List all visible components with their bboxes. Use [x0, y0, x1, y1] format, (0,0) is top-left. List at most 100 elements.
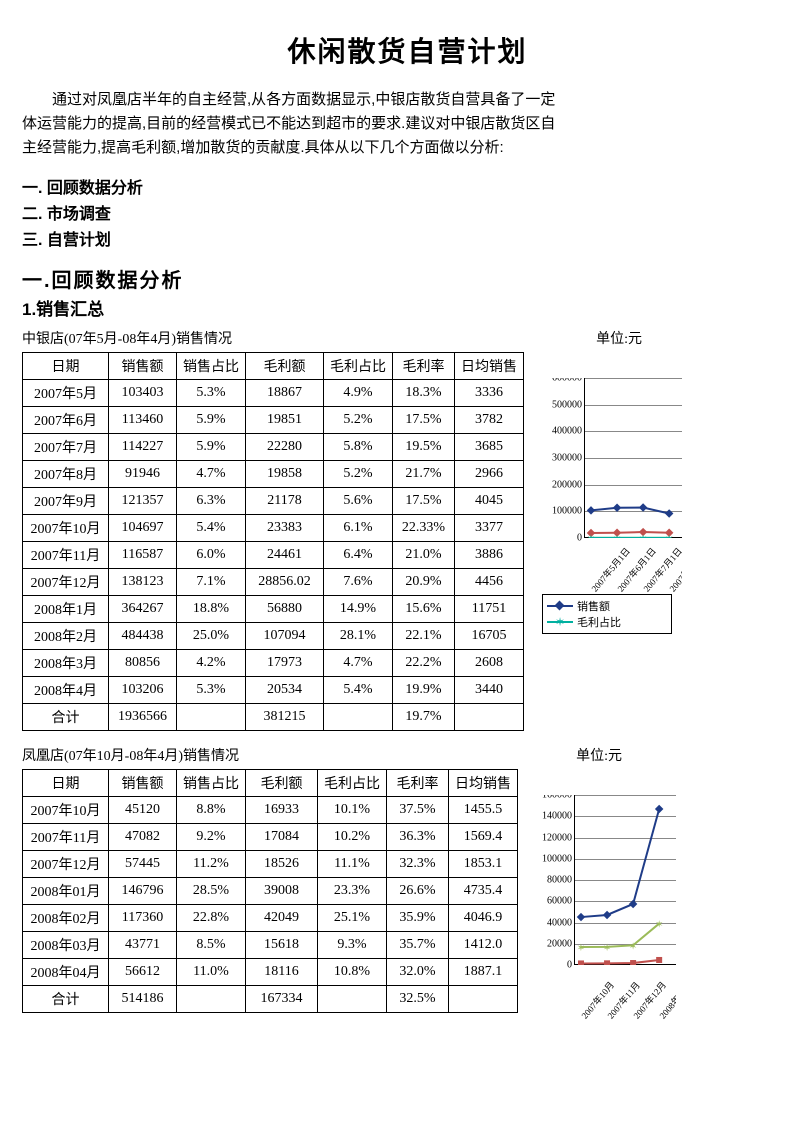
table-cell: 39008	[246, 878, 318, 905]
table-row: 2007年12月5744511.2%1852611.1%32.3%1853.1	[23, 851, 518, 878]
table-row: 合计51418616733432.5%	[23, 986, 518, 1013]
table-cell: 3377	[455, 515, 524, 542]
table-cell: 5.8%	[324, 434, 393, 461]
table-cell: 103206	[109, 677, 177, 704]
table-cell: 3685	[455, 434, 524, 461]
table-cell: 2008年4月	[23, 677, 109, 704]
table-cell: 5.4%	[324, 677, 393, 704]
table-cell: 121357	[109, 488, 177, 515]
table-cell: 6.0%	[177, 542, 246, 569]
table-cell: 5.2%	[324, 407, 393, 434]
table-cell: 19858	[246, 461, 324, 488]
table-cell: 43771	[109, 932, 177, 959]
table-cell: 21.7%	[393, 461, 455, 488]
table-cell: 15618	[246, 932, 318, 959]
table-cell: 2007年8月	[23, 461, 109, 488]
table-cell: 2007年9月	[23, 488, 109, 515]
table-cell: 80856	[109, 650, 177, 677]
table-cell: 28856.02	[246, 569, 324, 596]
table-row: 2007年11月1165876.0%244616.4%21.0%3886	[23, 542, 524, 569]
table-cell: 484438	[109, 623, 177, 650]
toc-item: 三. 自营计划	[22, 226, 793, 250]
svg-text:✶: ✶	[613, 534, 621, 538]
table-row: 2008年03月437718.5%156189.3%35.7%1412.0	[23, 932, 518, 959]
table-cell: 17084	[246, 824, 318, 851]
table-cell: 2966	[455, 461, 524, 488]
table-cell: 146796	[109, 878, 177, 905]
table-row: 2007年10月451208.8%1693310.1%37.5%1455.5	[23, 797, 518, 824]
table-cell: 8.8%	[177, 797, 246, 824]
toc: 一. 回顾数据分析 二. 市场调查 三. 自营计划	[22, 174, 793, 250]
table-cell: 17.5%	[393, 407, 455, 434]
table-row: 2007年7月1142275.9%222805.8%19.5%3685	[23, 434, 524, 461]
svg-text:✶: ✶	[639, 534, 647, 538]
table-cell: 117360	[109, 905, 177, 932]
table-cell: 9.2%	[177, 824, 246, 851]
table-header-cell: 销售额	[109, 770, 177, 797]
table-cell: 18116	[246, 959, 318, 986]
table1: 日期销售额销售占比毛利额毛利占比毛利率日均销售2007年5月1034035.3%…	[22, 352, 524, 731]
table-cell: 3886	[455, 542, 524, 569]
table-cell: 4.9%	[324, 380, 393, 407]
table-cell: 22.2%	[393, 650, 455, 677]
table2-caption: 凤凰店(07年10月-08年4月)销售情况 单位:元	[22, 745, 622, 765]
table-cell: 1853.1	[449, 851, 518, 878]
svg-text:✶: ✶	[655, 920, 663, 931]
table-header-cell: 销售额	[109, 353, 177, 380]
table-header-cell: 日均销售	[455, 353, 524, 380]
table-header-cell: 毛利额	[246, 353, 324, 380]
table-cell: 37.5%	[387, 797, 449, 824]
table-cell: 16933	[246, 797, 318, 824]
table-cell: 22.1%	[393, 623, 455, 650]
table-cell: 24461	[246, 542, 324, 569]
table-cell: 3440	[455, 677, 524, 704]
chart1: 0100000200000300000400000500000600000✶✶✶…	[542, 378, 682, 638]
table-cell: 36.3%	[387, 824, 449, 851]
svg-text:✶: ✶	[577, 943, 585, 954]
subsection-heading: 1.销售汇总	[22, 295, 793, 320]
table-cell: 35.7%	[387, 932, 449, 959]
table-cell: 10.2%	[318, 824, 387, 851]
table1-caption-left: 中银店(07年5月-08年4月)销售情况	[22, 328, 232, 348]
table-cell: 138123	[109, 569, 177, 596]
table-cell: 4735.4	[449, 878, 518, 905]
table-cell: 2007年11月	[23, 542, 109, 569]
table-cell: 47082	[109, 824, 177, 851]
table-cell: 11.2%	[177, 851, 246, 878]
table1-caption: 中银店(07年5月-08年4月)销售情况 单位:元	[22, 328, 642, 348]
table-cell: 2007年6月	[23, 407, 109, 434]
table-cell: 2007年12月	[23, 851, 109, 878]
table-row: 2008年02月11736022.8%4204925.1%35.9%4046.9	[23, 905, 518, 932]
table-cell: 10.1%	[318, 797, 387, 824]
table-cell: 19.7%	[393, 704, 455, 731]
table-header-cell: 毛利率	[387, 770, 449, 797]
table-cell: 20.9%	[393, 569, 455, 596]
table-cell: 91946	[109, 461, 177, 488]
intro-line: 通过对凤凰店半年的自主经营,从各方面数据显示,中银店散货自营具备了一定	[22, 88, 793, 112]
table-cell: 2007年11月	[23, 824, 109, 851]
table-cell: 2608	[455, 650, 524, 677]
table-cell: 167334	[246, 986, 318, 1013]
table-header-cell: 毛利额	[246, 770, 318, 797]
table-cell: 113460	[109, 407, 177, 434]
table-cell: 8.5%	[177, 932, 246, 959]
table-cell: 5.9%	[177, 407, 246, 434]
table-header-cell: 日期	[23, 770, 109, 797]
table-cell: 2008年01月	[23, 878, 109, 905]
table-cell: 22.8%	[177, 905, 246, 932]
table-cell: 107094	[246, 623, 324, 650]
table-cell	[318, 986, 387, 1013]
table-cell: 7.1%	[177, 569, 246, 596]
table-cell: 28.5%	[177, 878, 246, 905]
table-cell: 3336	[455, 380, 524, 407]
toc-item: 一. 回顾数据分析	[22, 174, 793, 198]
table-cell: 11.1%	[318, 851, 387, 878]
table-cell: 2007年10月	[23, 797, 109, 824]
table-cell: 25.1%	[318, 905, 387, 932]
table-cell: 1936566	[109, 704, 177, 731]
table-row: 2007年6月1134605.9%198515.2%17.5%3782	[23, 407, 524, 434]
table-cell: 116587	[109, 542, 177, 569]
table-cell: 25.0%	[177, 623, 246, 650]
section-heading: 一.回顾数据分析	[22, 264, 793, 293]
table-cell: 19.9%	[393, 677, 455, 704]
